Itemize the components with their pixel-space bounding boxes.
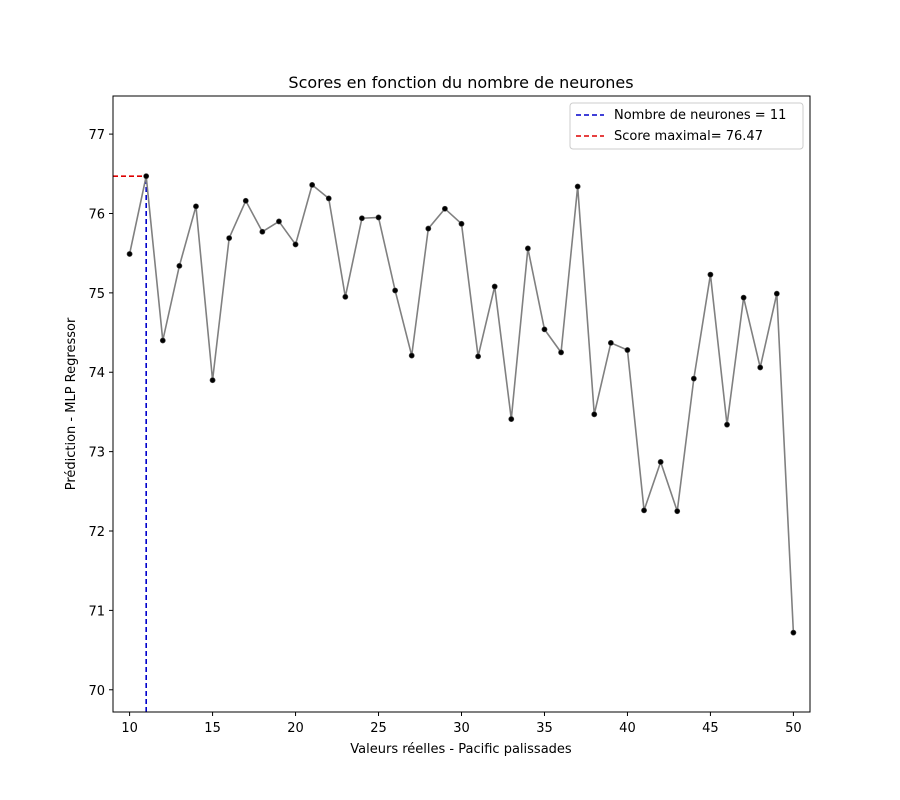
data-point bbox=[790, 629, 797, 636]
data-point bbox=[325, 195, 332, 202]
data-point bbox=[176, 262, 183, 269]
data-point bbox=[392, 287, 399, 294]
x-tick-label: 45 bbox=[702, 721, 719, 736]
x-tick-label: 10 bbox=[121, 721, 138, 736]
data-point bbox=[724, 421, 730, 428]
data-point bbox=[193, 203, 199, 210]
data-point bbox=[690, 375, 697, 382]
data-point bbox=[292, 241, 299, 248]
legend: Nombre de neurones = 11 Score maximal= 7… bbox=[569, 102, 804, 150]
y-tick-label: 75 bbox=[88, 287, 105, 302]
data-point bbox=[757, 364, 764, 371]
x-axis: 10 15 20 25 30 35 40 45 50 bbox=[121, 712, 802, 736]
y-tick-label: 72 bbox=[88, 525, 105, 540]
data-point bbox=[159, 337, 166, 344]
data-point bbox=[242, 197, 249, 204]
data-point bbox=[276, 218, 282, 225]
data-point bbox=[524, 245, 531, 252]
x-tick-label: 20 bbox=[287, 721, 304, 736]
data-point bbox=[309, 182, 316, 188]
data-point bbox=[491, 283, 498, 290]
y-tick-label: 73 bbox=[88, 446, 105, 461]
data-point bbox=[624, 347, 631, 353]
legend-box bbox=[569, 102, 804, 150]
data-point bbox=[458, 220, 465, 227]
legend-label-max-score: Score maximal= 76.47 bbox=[614, 129, 763, 144]
data-point bbox=[508, 416, 515, 422]
data-point bbox=[591, 411, 598, 418]
y-tick-label: 77 bbox=[88, 128, 105, 143]
y-axis: 70 71 72 73 74 75 76 77 bbox=[88, 128, 113, 699]
x-tick-label: 15 bbox=[204, 721, 221, 736]
data-point bbox=[558, 349, 564, 356]
x-axis-title: Valeurs réelles - Pacific palissades bbox=[350, 742, 572, 757]
data-point bbox=[226, 235, 233, 241]
data-point bbox=[674, 508, 681, 515]
data-point bbox=[425, 225, 432, 232]
x-tick-label: 30 bbox=[453, 721, 470, 736]
y-tick-label: 70 bbox=[88, 684, 105, 699]
data-point bbox=[641, 507, 647, 514]
legend-label-neurons: Nombre de neurones = 11 bbox=[614, 108, 786, 123]
data-point bbox=[607, 339, 614, 346]
data-point bbox=[209, 377, 216, 384]
data-point bbox=[408, 352, 415, 359]
y-tick-label: 76 bbox=[88, 207, 105, 222]
data-point bbox=[126, 251, 133, 257]
x-tick-label: 50 bbox=[785, 721, 802, 736]
data-point bbox=[143, 173, 150, 180]
data-point bbox=[375, 214, 382, 221]
data-point bbox=[342, 293, 349, 300]
data-point bbox=[773, 290, 780, 297]
chart-title: Scores en fonction du nombre de neurones bbox=[288, 73, 633, 92]
x-tick-label: 40 bbox=[619, 721, 636, 736]
y-axis-title: Prédiction - MLP Regressor bbox=[64, 317, 79, 490]
y-tick-label: 71 bbox=[88, 604, 105, 619]
x-tick-label: 35 bbox=[536, 721, 553, 736]
plot-area bbox=[113, 173, 797, 712]
plot-frame bbox=[112, 95, 811, 713]
score-series-line bbox=[128, 176, 795, 633]
data-point bbox=[657, 459, 664, 465]
data-point bbox=[475, 353, 481, 360]
y-tick-label: 74 bbox=[88, 366, 105, 381]
data-point bbox=[359, 215, 365, 222]
data-point bbox=[740, 294, 747, 301]
data-point bbox=[541, 326, 548, 333]
x-tick-label: 25 bbox=[370, 721, 387, 736]
data-point bbox=[707, 271, 714, 278]
data-point bbox=[259, 228, 266, 235]
data-point bbox=[574, 183, 581, 190]
data-point bbox=[442, 205, 448, 212]
